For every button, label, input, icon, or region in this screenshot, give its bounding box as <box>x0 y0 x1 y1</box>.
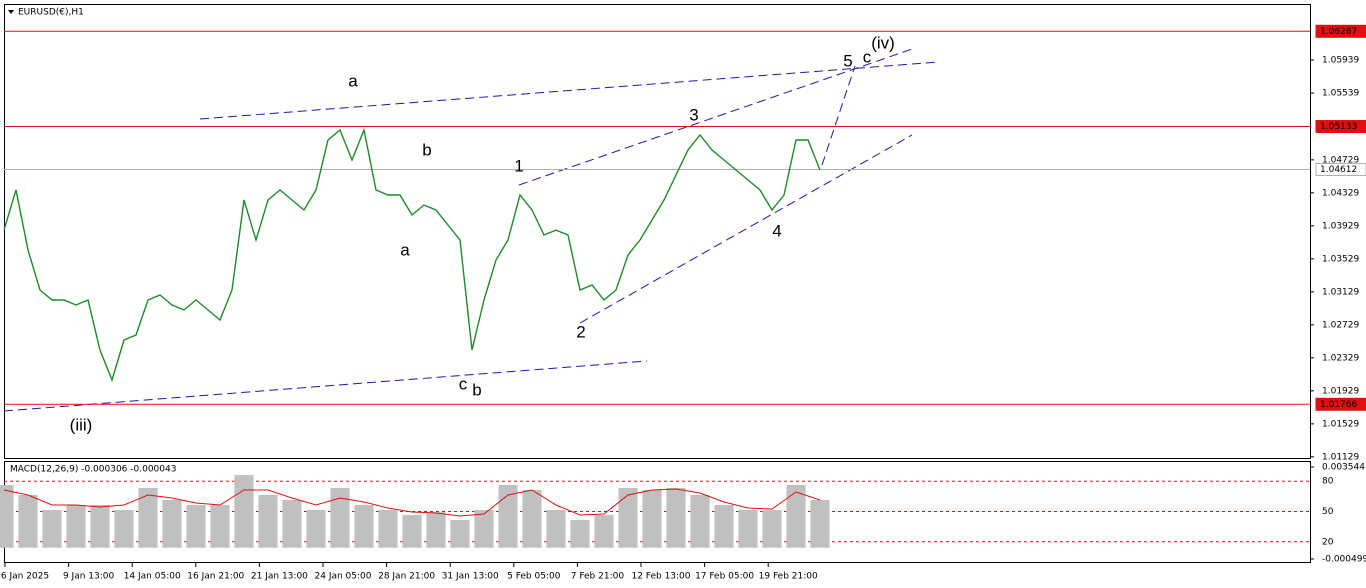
histogram-bar <box>66 505 86 548</box>
wave-label: c <box>863 47 872 66</box>
histogram-bar <box>642 489 662 548</box>
histogram-bar <box>738 509 758 548</box>
macd-title: MACD(12,26,9) -0.000306 -0.000043 <box>10 465 176 475</box>
level-label: 1.06287 <box>1320 27 1357 37</box>
histogram-bar <box>666 488 686 548</box>
wave-label: 4 <box>772 221 781 240</box>
histogram-bar <box>546 509 566 548</box>
x-tick-label: 14 Jan 05:00 <box>124 572 181 582</box>
wave-label: 2 <box>576 322 585 341</box>
y-tick-label: 1.04729 <box>1322 155 1359 165</box>
signal-line <box>3 488 821 517</box>
trend-lines <box>3 47 939 412</box>
wave-label: a <box>400 240 410 259</box>
histogram-bar <box>378 509 398 548</box>
level-label-box <box>1315 397 1366 411</box>
menu-arrow[interactable] <box>8 10 14 14</box>
histogram-bar <box>762 509 782 548</box>
x-tick-label: 16 Jan 21:00 <box>187 572 244 582</box>
wave-label: b <box>472 380 481 399</box>
wave-label: 1 <box>514 156 523 175</box>
wave-label: b <box>422 140 431 159</box>
histogram-bar <box>354 505 374 548</box>
y-tick-label: 1.02729 <box>1322 320 1359 330</box>
wave-label: c <box>459 374 468 393</box>
x-tick-label: 28 Jan 21:00 <box>378 572 435 582</box>
wave-label: (iii) <box>70 415 93 434</box>
y-tick-label: 1.05939 <box>1322 56 1359 66</box>
histogram-bar <box>186 505 206 548</box>
histogram-bar <box>162 499 182 548</box>
histogram-bar <box>498 484 518 548</box>
y-tick-label: 1.02329 <box>1322 353 1359 363</box>
histogram-bar <box>0 484 14 548</box>
histogram-bar <box>618 488 638 548</box>
wave-label: (iv) <box>871 33 895 52</box>
x-tick-label: 5 Feb 05:00 <box>507 572 561 582</box>
histogram-bar <box>426 511 446 548</box>
y-tick-label: 1.03129 <box>1322 287 1359 297</box>
x-tick-label: 9 Jan 13:00 <box>63 572 115 582</box>
x-tick-label: 24 Jan 05:00 <box>315 572 372 582</box>
trend-line <box>3 360 648 412</box>
y-tick-label: 1.01129 <box>1322 452 1359 462</box>
y-tick-label: 1.01929 <box>1322 386 1359 396</box>
y2-tick-label: 50 <box>1322 507 1334 517</box>
level-label-box <box>1315 24 1366 38</box>
y2-tick-label: 80 <box>1322 477 1334 487</box>
x-tick-label: 17 Feb 05:00 <box>695 572 754 582</box>
histogram-bar <box>594 514 614 548</box>
price-line <box>3 127 821 383</box>
histogram-bar <box>234 474 254 548</box>
histogram-bar <box>90 505 110 548</box>
level-label: 1.05133 <box>1320 122 1357 132</box>
y-tick-label: 0.003544 <box>1322 463 1365 473</box>
histogram-bar <box>18 494 38 548</box>
wave-label: 5 <box>843 51 852 70</box>
x-tick-label: 12 Feb 13:00 <box>631 572 690 582</box>
histogram-bar <box>786 484 806 548</box>
histogram-bar <box>138 488 158 548</box>
histogram-bar <box>522 489 542 548</box>
histogram-bar <box>690 494 710 548</box>
y-tick-label: 1.03529 <box>1322 254 1359 264</box>
histogram-bar <box>714 505 734 548</box>
histogram-bar <box>330 488 350 548</box>
level-label-box <box>1315 120 1366 134</box>
y-tick-label: 1.03929 <box>1322 221 1359 231</box>
x-tick-label: 19 Feb 21:00 <box>759 572 818 582</box>
y-tick-label: -0.000499 <box>1322 555 1366 565</box>
histogram-bar <box>258 494 278 548</box>
histogram-bar <box>42 509 62 548</box>
histogram-bar <box>810 499 830 548</box>
wave-label: 3 <box>689 105 698 124</box>
y-tick-label: 1.01529 <box>1322 419 1359 429</box>
histogram-bar <box>282 499 302 548</box>
level-label: 1.04612 <box>1320 165 1357 175</box>
main-frame <box>4 4 1311 459</box>
y-tick-label: 1.04329 <box>1322 188 1359 198</box>
histogram-bar <box>402 514 422 548</box>
wave-label: a <box>348 71 358 90</box>
y2-tick-label: 20 <box>1322 537 1334 547</box>
histogram-bar <box>570 519 590 548</box>
chart-title: EURUSD(€),H1 <box>18 8 84 18</box>
y-tick-label: 1.05539 <box>1322 89 1359 99</box>
histogram-bar <box>306 509 326 548</box>
histogram-bar <box>114 509 134 548</box>
level-label-box <box>1315 162 1366 176</box>
x-tick-label: 6 Jan 2025 <box>1 572 49 582</box>
histogram-bar <box>450 519 470 548</box>
x-tick-label: 21 Jan 13:00 <box>251 572 308 582</box>
x-tick-label: 31 Jan 13:00 <box>442 572 499 582</box>
level-label: 1.01766 <box>1320 400 1357 410</box>
trend-line <box>579 134 913 324</box>
x-tick-label: 7 Feb 21:00 <box>571 572 625 582</box>
trend-line <box>199 61 939 120</box>
histogram-bar <box>474 509 494 548</box>
histogram-bar <box>210 505 230 548</box>
trend-line <box>821 65 856 166</box>
